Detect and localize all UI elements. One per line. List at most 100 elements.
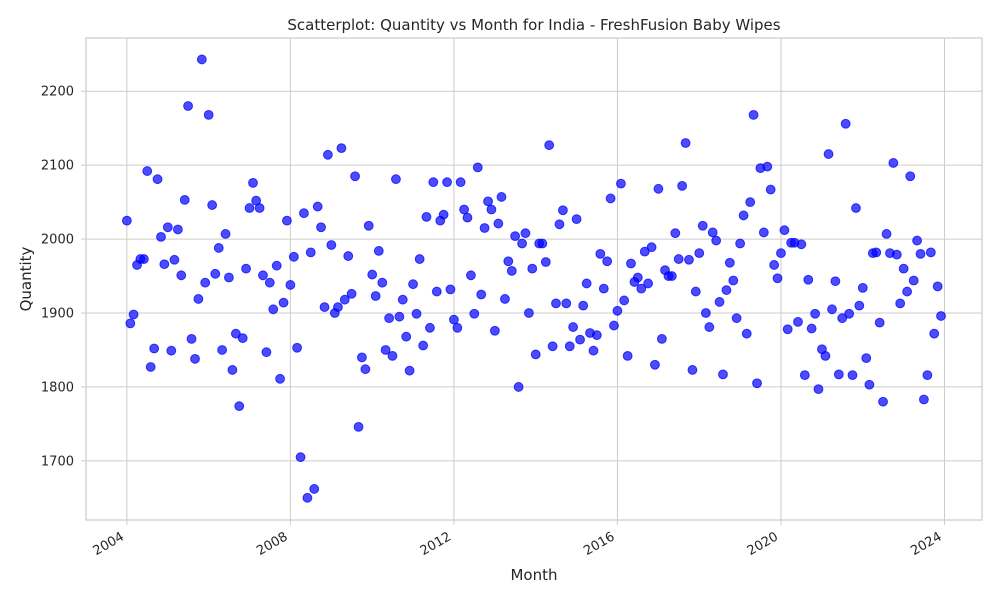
data-point xyxy=(496,192,507,202)
data-point xyxy=(700,308,711,318)
data-point xyxy=(707,227,718,238)
data-point xyxy=(459,204,469,215)
data-point xyxy=(503,256,514,267)
data-point xyxy=(891,249,902,260)
data-point xyxy=(902,286,913,297)
data-point xyxy=(319,302,330,312)
data-point xyxy=(690,286,701,297)
data-point xyxy=(316,222,326,233)
data-point xyxy=(295,452,306,463)
y-axis-ticks: 1700 1800 1900 2000 2100 2200 xyxy=(41,85,86,469)
data-point xyxy=(224,272,234,283)
data-point xyxy=(479,223,490,233)
y-tick-label: 1900 xyxy=(41,307,74,322)
data-point xyxy=(820,350,831,361)
data-point xyxy=(612,305,623,316)
data-point xyxy=(741,328,752,339)
data-point xyxy=(278,297,289,308)
data-point xyxy=(772,273,783,284)
data-point xyxy=(591,330,602,341)
data-point xyxy=(493,218,504,229)
data-point xyxy=(605,193,616,204)
data-point xyxy=(656,333,667,344)
data-point xyxy=(258,270,268,281)
y-tick-label: 1800 xyxy=(41,380,74,395)
data-point xyxy=(172,224,183,235)
data-point xyxy=(636,283,647,294)
data-point xyxy=(397,294,408,305)
data-point xyxy=(367,269,378,280)
data-point xyxy=(176,270,187,281)
data-point xyxy=(632,272,643,283)
data-point xyxy=(179,194,190,205)
y-tick-label: 2000 xyxy=(41,233,74,248)
data-point xyxy=(380,345,391,355)
data-point xyxy=(544,140,555,151)
data-point xyxy=(169,254,180,265)
data-point xyxy=(326,240,337,250)
data-point xyxy=(200,277,211,288)
data-point xyxy=(193,294,204,304)
data-point xyxy=(404,365,415,376)
data-point xyxy=(735,238,746,249)
data-point xyxy=(915,248,926,259)
data-point xyxy=(510,231,521,242)
data-point xyxy=(159,259,170,270)
data-point xyxy=(704,322,715,332)
data-point xyxy=(619,295,630,306)
data-point xyxy=(639,246,650,257)
data-point xyxy=(561,298,572,309)
data-point xyxy=(469,308,480,319)
data-point xyxy=(254,203,265,213)
data-point xyxy=(442,177,452,188)
data-point xyxy=(595,248,606,259)
data-point xyxy=(322,149,333,160)
data-point xyxy=(213,243,224,253)
data-point xyxy=(346,288,357,299)
data-point xyxy=(166,345,177,356)
data-point xyxy=(282,215,292,226)
data-point xyxy=(571,214,582,225)
data-point xyxy=(190,353,200,364)
data-point xyxy=(305,247,316,258)
data-point xyxy=(578,300,589,311)
data-point xyxy=(230,328,241,339)
data-point xyxy=(684,254,694,265)
data-point xyxy=(878,396,888,407)
chart-title: Scatterplot: Quantity vs Month for India… xyxy=(287,16,780,34)
data-point xyxy=(520,228,531,239)
data-point xyxy=(912,235,922,246)
data-point xyxy=(670,228,681,239)
data-point xyxy=(309,484,320,494)
data-point xyxy=(898,263,909,274)
data-point xyxy=(207,200,218,210)
data-point xyxy=(752,378,762,389)
data-point xyxy=(268,304,279,315)
data-point xyxy=(121,215,132,226)
data-point xyxy=(830,276,841,287)
data-point xyxy=(288,251,299,262)
data-point xyxy=(728,275,739,286)
data-point xyxy=(724,257,735,268)
data-point xyxy=(738,210,749,221)
data-point xyxy=(513,382,524,392)
data-point xyxy=(540,257,551,267)
data-point xyxy=(616,178,626,189)
data-point xyxy=(312,201,323,212)
data-point xyxy=(220,229,231,239)
data-point xyxy=(466,270,476,281)
data-point xyxy=(857,282,868,293)
data-point xyxy=(827,304,837,315)
y-axis-label: Quantity xyxy=(17,246,35,311)
data-points xyxy=(121,54,946,503)
data-point xyxy=(922,370,933,381)
data-point xyxy=(210,268,221,279)
data-point xyxy=(602,256,613,267)
data-point xyxy=(261,347,272,358)
data-point xyxy=(581,278,592,289)
data-point xyxy=(125,318,136,329)
data-point xyxy=(524,308,534,318)
data-point xyxy=(370,291,381,301)
